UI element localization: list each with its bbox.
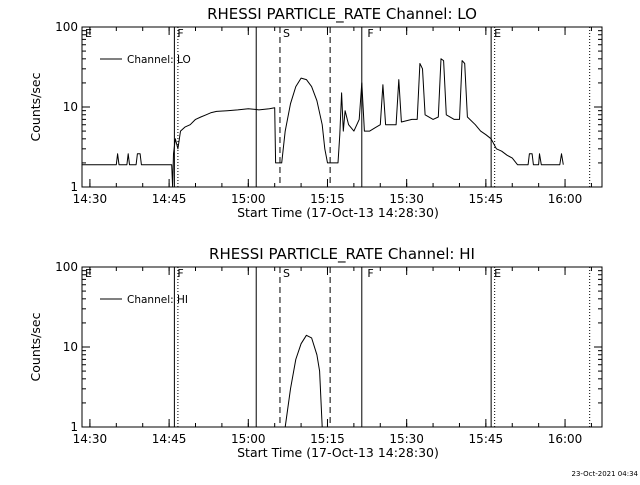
chart1-y-tick-label: 1 — [70, 420, 78, 434]
chart0-x-tick-label: 16:00 — [548, 192, 583, 206]
chart1-x-tick-label: 15:30 — [389, 432, 424, 446]
chart0-region-label: S — [283, 27, 290, 40]
chart0-series-line — [82, 58, 564, 188]
chart0-x-axis-label: Start Time (17-Oct-13 14:28:30) — [237, 205, 439, 220]
chart1-region-label: F — [177, 267, 183, 280]
chart0-y-axis-label: Counts/sec — [28, 72, 43, 141]
chart0-y-tick-label: 10 — [63, 100, 78, 114]
hi-channel-panel: RHESSI PARTICLE_RATE Channel: HI 1 10 100 14… — [28, 245, 603, 460]
chart1-region-label: S — [283, 267, 290, 280]
chart0-x-tick-label: 15:45 — [469, 192, 504, 206]
chart1-title: RHESSI PARTICLE_RATE Channel: HI — [209, 245, 475, 264]
footer-timestamp: 23-Oct-2021 04:34 — [572, 470, 639, 478]
chart0-x-tick-label: 15:15 — [310, 192, 345, 206]
chart1-y-tick-label: 10 — [63, 340, 78, 354]
chart1-y-axis-label: Counts/sec — [28, 312, 43, 381]
chart0-legend-label: Channel: LO — [127, 54, 191, 66]
chart1-x-tick-label: 14:45 — [152, 432, 187, 446]
chart1-x-tick-label: 14:30 — [73, 432, 108, 446]
chart0-x-tick-label: 14:45 — [152, 192, 187, 206]
chart0-title: RHESSI PARTICLE_RATE Channel: LO — [207, 5, 477, 24]
chart0-region-label: F — [177, 27, 183, 40]
chart1-x-tick-label: 15:45 — [469, 432, 504, 446]
chart0-region-label: F — [367, 27, 373, 40]
chart0-region-label: E — [85, 27, 92, 40]
chart1-series-line — [284, 334, 323, 428]
chart1-x-tick-label: 15:00 — [231, 432, 266, 446]
chart1-plot-frame — [81, 266, 603, 428]
chart0-x-tick-label: 15:00 — [231, 192, 266, 206]
lo-channel-panel: RHESSI PARTICLE_RATE Channel: LO 1 10 100 14… — [28, 5, 603, 220]
chart1-region-label: F — [367, 267, 373, 280]
chart1-legend-label: Channel: HI — [127, 294, 188, 306]
chart0-x-tick-label: 15:30 — [389, 192, 424, 206]
chart1-y-tick-label: 100 — [55, 260, 78, 274]
chart0-region-label: E — [494, 27, 501, 40]
chart1-x-tick-label: 15:15 — [310, 432, 345, 446]
chart0-x-tick-label: 14:30 — [73, 192, 108, 206]
chart1-x-axis-label: Start Time (17-Oct-13 14:28:30) — [237, 445, 439, 460]
chart1-region-label: E — [85, 267, 92, 280]
chart1-x-tick-label: 16:00 — [548, 432, 583, 446]
chart1-region-label: E — [494, 267, 501, 280]
chart0-y-tick-label: 100 — [55, 20, 78, 34]
chart0-y-tick-label: 1 — [70, 180, 78, 194]
